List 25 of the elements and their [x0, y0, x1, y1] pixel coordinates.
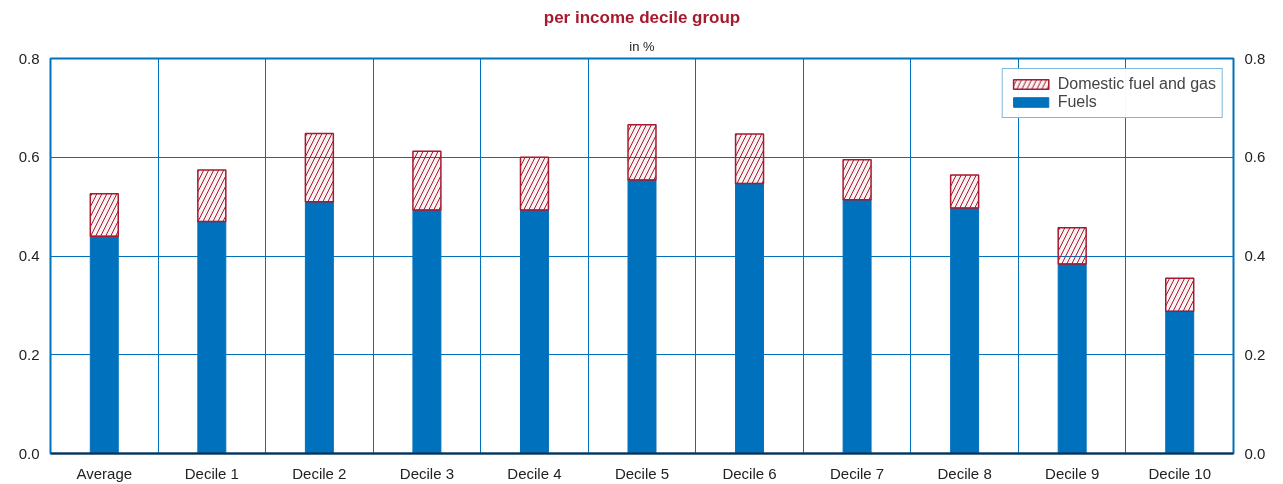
- x-tick-label: Decile 8: [937, 464, 992, 482]
- y2-tick-label: 0.8: [1244, 49, 1266, 67]
- x-tick-label: Decile 4: [507, 464, 562, 482]
- chart-subtitle: in %: [629, 38, 656, 54]
- x-tick-label: Decile 1: [184, 464, 239, 482]
- y2-tick-label: 0.2: [1244, 345, 1266, 363]
- y2-tick-label: 0.6: [1244, 148, 1266, 166]
- y-tick-label: 0.4: [18, 247, 40, 264]
- x-tick-label: Decile 10: [1148, 464, 1212, 482]
- chart-title: per income decile group: [543, 7, 741, 27]
- y2-tick-label: 0.4: [1244, 247, 1266, 264]
- x-tick-label: Decile 3: [399, 464, 455, 482]
- x-tick-label: Decile 2: [292, 464, 347, 482]
- y-tick-label: 0.6: [18, 148, 40, 166]
- x-tick-label: Decile 7: [829, 464, 885, 482]
- x-tick-label: Decile 6: [722, 464, 777, 482]
- y-tick-label: 0.0: [18, 444, 40, 462]
- legend-label: Fuels: [1057, 93, 1097, 111]
- legend-label: Domestic fuel and gas: [1057, 75, 1216, 93]
- x-tick-label: Decile 5: [614, 464, 670, 482]
- y-tick-label: 0.8: [18, 49, 40, 67]
- y-tick-label: 0.2: [18, 345, 40, 363]
- x-tick-label: Decile 9: [1045, 464, 1100, 482]
- x-tick-label: Average: [76, 464, 133, 482]
- y2-tick-label: 0.0: [1244, 444, 1266, 462]
